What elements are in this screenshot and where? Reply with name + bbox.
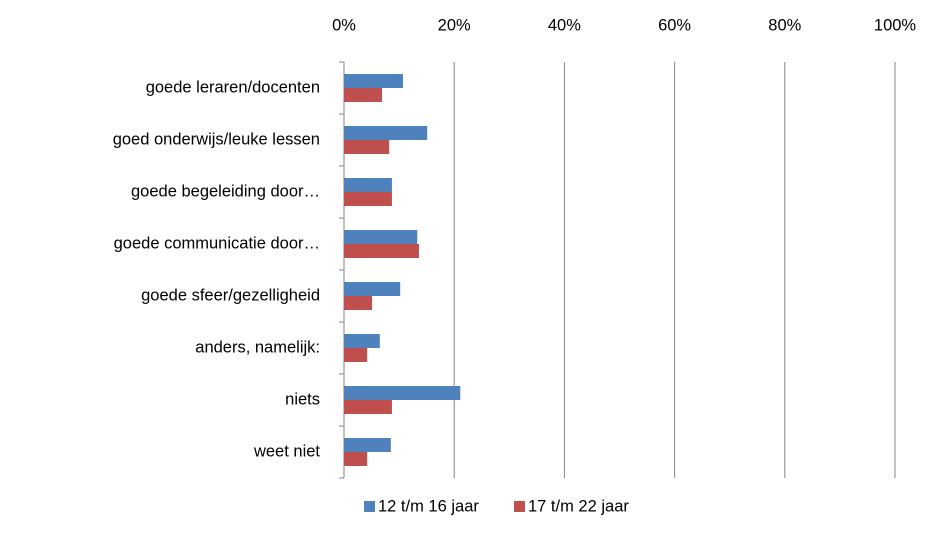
x-tick-label: 40%	[548, 16, 581, 34]
bar	[344, 296, 373, 310]
legend-label: 12 t/m 16 jaar	[378, 497, 479, 515]
y-tick-label: goed onderwijs/leuke lessen	[113, 130, 320, 148]
legend-label: 17 t/m 22 jaar	[528, 497, 629, 515]
y-tick-label: goede sfeer/gezelligheid	[141, 286, 320, 304]
x-tick-label: 60%	[658, 16, 691, 34]
bar	[344, 244, 419, 258]
x-tick-label: 20%	[438, 16, 471, 34]
y-tick-label: niets	[285, 390, 320, 408]
bar	[344, 348, 368, 362]
bar	[344, 126, 428, 140]
x-tick-label: 0%	[332, 16, 356, 34]
bar	[344, 178, 392, 192]
bar	[344, 88, 383, 102]
legend-swatch	[364, 501, 375, 512]
bar	[344, 282, 401, 296]
y-tick-label: weet niet	[253, 442, 320, 460]
y-tick-label: goede begeleiding door…	[131, 182, 320, 200]
bar	[344, 386, 461, 400]
legend-swatch	[514, 501, 525, 512]
bar	[344, 438, 391, 452]
y-tick-label: anders, namelijk:	[195, 338, 320, 356]
bar	[344, 192, 392, 206]
bar	[344, 400, 392, 414]
bar	[344, 230, 418, 244]
bar	[344, 74, 403, 88]
x-tick-label: 80%	[768, 16, 801, 34]
bar	[344, 140, 390, 154]
x-tick-label: 100%	[874, 16, 917, 34]
y-tick-label: goede communicatie door…	[114, 234, 320, 252]
bar	[344, 334, 380, 348]
bar	[344, 452, 368, 466]
y-tick-label: goede leraren/docenten	[146, 78, 320, 96]
